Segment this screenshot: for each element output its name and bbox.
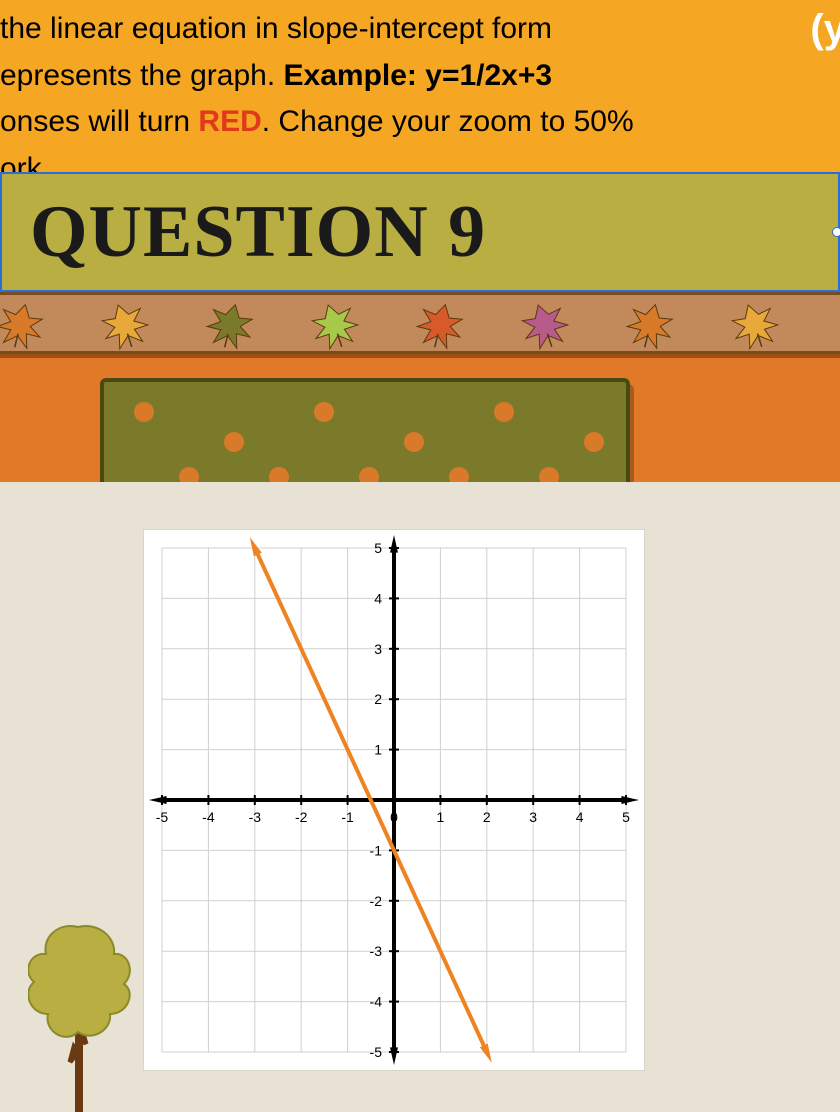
instruction-line-3: onses will turn RED. Change your zoom to… xyxy=(0,99,840,146)
instruction-text: . Change your zoom to 50% xyxy=(262,105,634,138)
svg-text:-3: -3 xyxy=(370,943,383,959)
instruction-line-4: ork xyxy=(0,146,840,173)
svg-text:1: 1 xyxy=(374,742,382,758)
paren-fragment: (y xyxy=(810,0,840,60)
svg-text:-2: -2 xyxy=(295,809,308,825)
olive-polka-box xyxy=(100,378,630,498)
leaf-decoration-strip xyxy=(0,292,840,354)
svg-text:4: 4 xyxy=(576,809,584,825)
question-title: QUESTION 9 xyxy=(30,190,486,275)
svg-text:-1: -1 xyxy=(370,842,383,858)
svg-text:4: 4 xyxy=(374,590,382,606)
graph-card: -5 -4 -3 -2 -1 0 1 2 3 4 5 1 2 3 4 5 -1 -2 -3 -4 -5 xyxy=(144,530,644,1070)
svg-text:3: 3 xyxy=(529,809,537,825)
selection-handle-icon[interactable] xyxy=(832,227,840,237)
svg-text:-4: -4 xyxy=(370,994,383,1010)
instruction-text: ork xyxy=(0,152,42,173)
example-text: Example: y=1/2x+3 xyxy=(284,59,553,92)
content-area: -5 -4 -3 -2 -1 0 1 2 3 4 5 1 2 3 4 5 -1 -2 -3 -4 -5 xyxy=(0,482,840,1102)
svg-text:-5: -5 xyxy=(370,1044,383,1060)
question-banner[interactable]: QUESTION 9 xyxy=(0,172,840,292)
svg-text:-4: -4 xyxy=(202,809,215,825)
svg-text:2: 2 xyxy=(374,691,382,707)
instruction-text: epresents the graph. xyxy=(0,59,284,92)
tree-decoration-icon xyxy=(28,912,138,1112)
svg-text:-1: -1 xyxy=(341,809,354,825)
svg-text:0: 0 xyxy=(390,809,398,825)
red-warning-text: RED xyxy=(198,105,261,138)
instruction-header: (y the linear equation in slope-intercep… xyxy=(0,0,840,172)
svg-text:1: 1 xyxy=(437,809,445,825)
svg-text:-2: -2 xyxy=(370,893,383,909)
svg-text:5: 5 xyxy=(622,809,630,825)
instruction-line-2: epresents the graph. Example: y=1/2x+3 xyxy=(0,53,840,100)
leaf-strip-svg xyxy=(0,295,840,354)
svg-text:-3: -3 xyxy=(249,809,262,825)
svg-text:3: 3 xyxy=(374,641,382,657)
svg-text:2: 2 xyxy=(483,809,491,825)
svg-text:5: 5 xyxy=(374,540,382,556)
instruction-text: onses will turn xyxy=(0,105,198,138)
svg-text:-5: -5 xyxy=(156,809,169,825)
orange-band xyxy=(0,354,840,482)
instruction-line-1: the linear equation in slope-intercept f… xyxy=(0,6,840,53)
instruction-text: the linear equation in slope-intercept f… xyxy=(0,12,552,45)
line-graph: -5 -4 -3 -2 -1 0 1 2 3 4 5 1 2 3 4 5 -1 -2 -3 -4 -5 xyxy=(144,530,644,1070)
